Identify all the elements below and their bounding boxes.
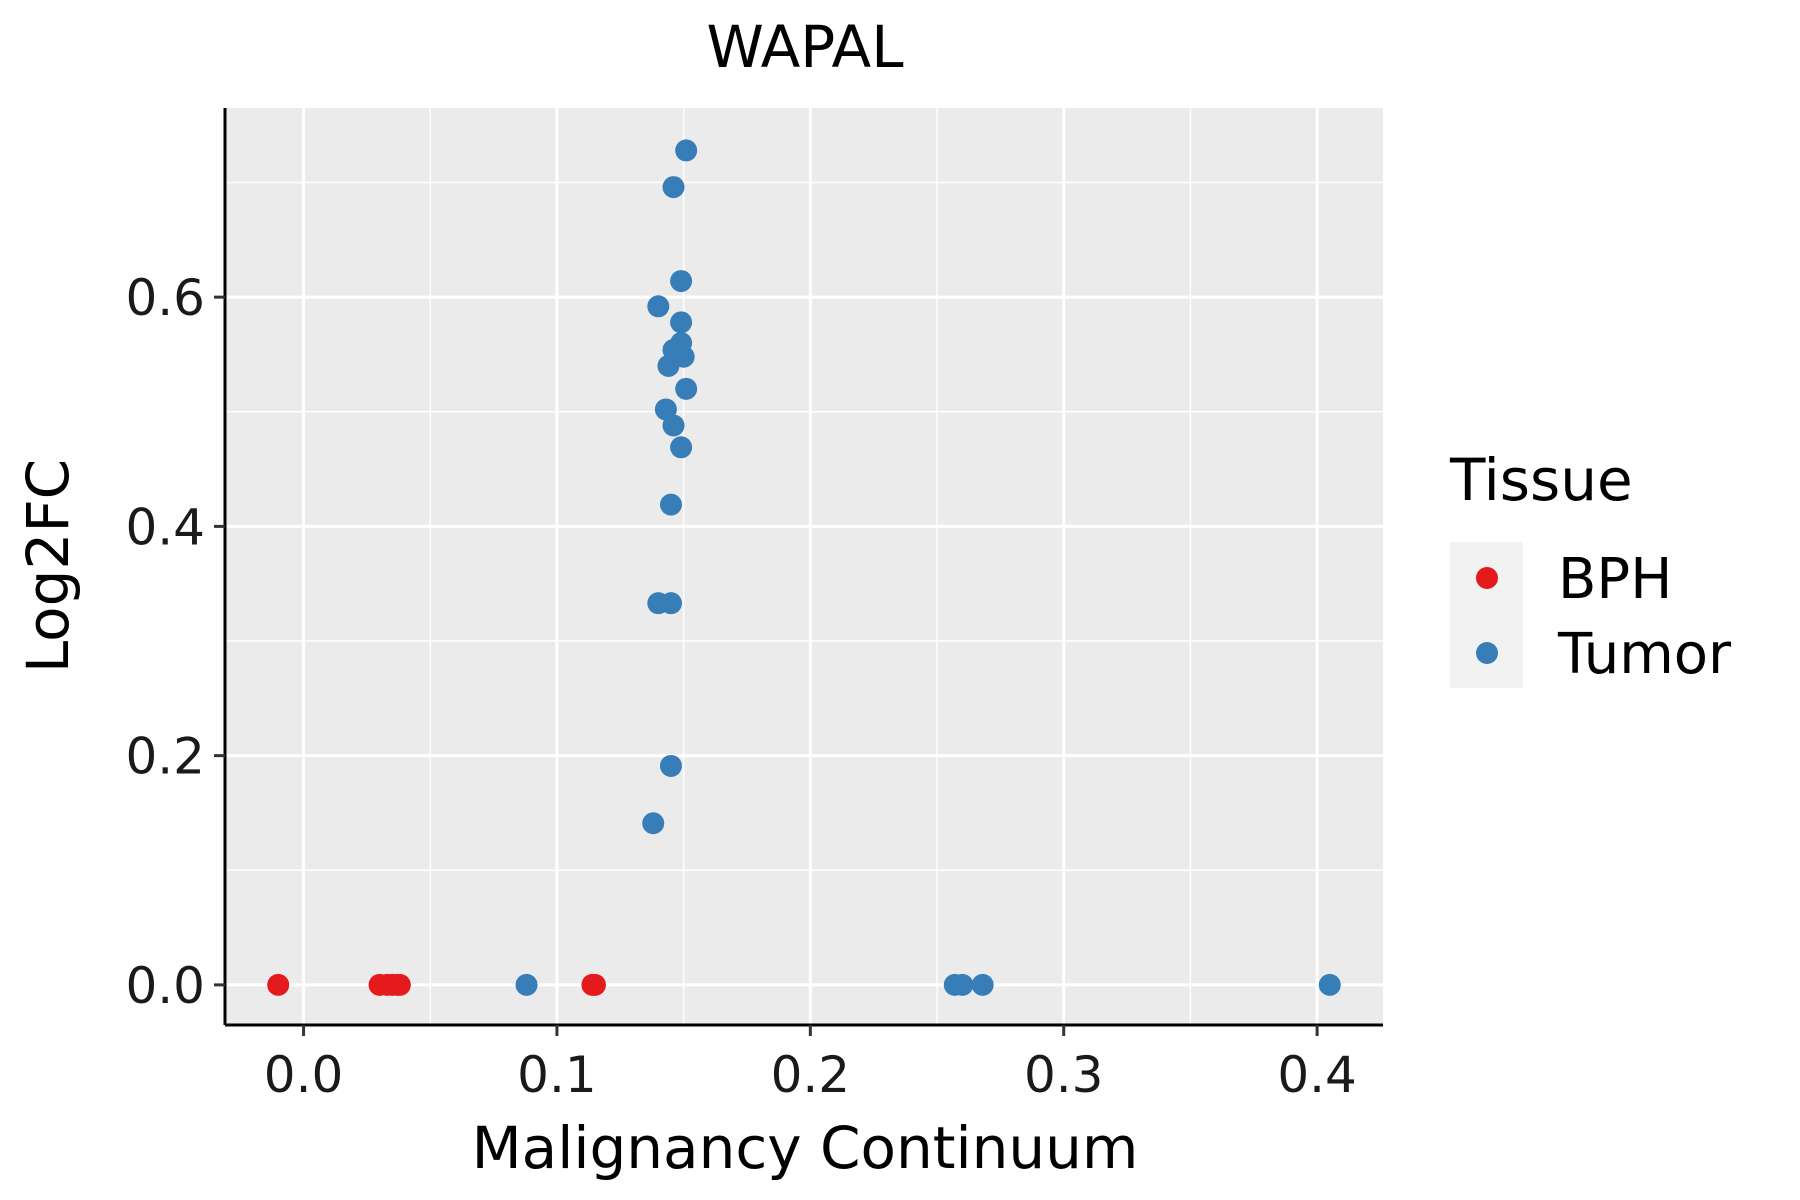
data-point-tumor — [971, 973, 994, 996]
y-tick-label: 0.6 — [125, 269, 205, 327]
major-gridlines — [225, 108, 1383, 1025]
legend-label-tumor: Tumor — [1557, 622, 1732, 687]
y-axis-ticks: 0.0 0.2 0.4 0.6 — [125, 269, 225, 1015]
x-axis-ticks: 0.0 0.1 0.2 0.3 0.4 — [264, 1025, 1357, 1104]
data-point-tumor — [642, 812, 665, 835]
x-tick-label: 0.2 — [771, 1046, 851, 1104]
data-point-bph — [388, 973, 411, 996]
y-axis-title: Log2FC — [14, 459, 82, 673]
data-point-tumor — [662, 176, 685, 199]
plot-panel — [225, 108, 1383, 1025]
y-tick-label: 0.2 — [125, 728, 205, 786]
x-axis-title: Malignancy Continuum — [472, 1114, 1139, 1182]
data-point-tumor — [659, 493, 682, 516]
data-point-tumor — [659, 754, 682, 777]
chart-title: WAPAL — [706, 13, 903, 81]
data-point-tumor — [1318, 973, 1341, 996]
legend-key-tumor — [1476, 642, 1498, 664]
data-point-tumor — [515, 973, 538, 996]
x-tick-label: 0.0 — [264, 1046, 344, 1104]
data-point-tumor — [670, 436, 693, 459]
data-point-tumor — [670, 311, 693, 334]
data-point-tumor — [675, 139, 698, 162]
data-point-tumor — [675, 377, 698, 400]
data-point-tumor — [670, 270, 693, 293]
data-point-tumor — [647, 295, 670, 318]
legend-title: Tissue — [1449, 446, 1633, 514]
y-tick-label: 0.0 — [125, 957, 205, 1015]
legend-label-bph: BPH — [1558, 547, 1672, 612]
x-tick-label: 0.1 — [517, 1046, 597, 1104]
y-tick-label: 0.4 — [125, 498, 205, 556]
data-point-tumor — [657, 354, 680, 377]
legend-key-background — [1450, 542, 1523, 688]
data-point-tumor — [659, 592, 682, 615]
x-tick-label: 0.3 — [1024, 1046, 1104, 1104]
legend-key-bph — [1476, 567, 1498, 589]
minor-gridlines — [225, 108, 1383, 1025]
data-point-tumor — [951, 973, 974, 996]
data-point-bph — [583, 973, 606, 996]
legend: Tissue BPH Tumor — [1449, 446, 1732, 688]
x-tick-label: 0.4 — [1277, 1046, 1357, 1104]
data-point-bph — [267, 973, 290, 996]
data-point-tumor — [662, 414, 685, 437]
data-points — [267, 139, 1341, 996]
